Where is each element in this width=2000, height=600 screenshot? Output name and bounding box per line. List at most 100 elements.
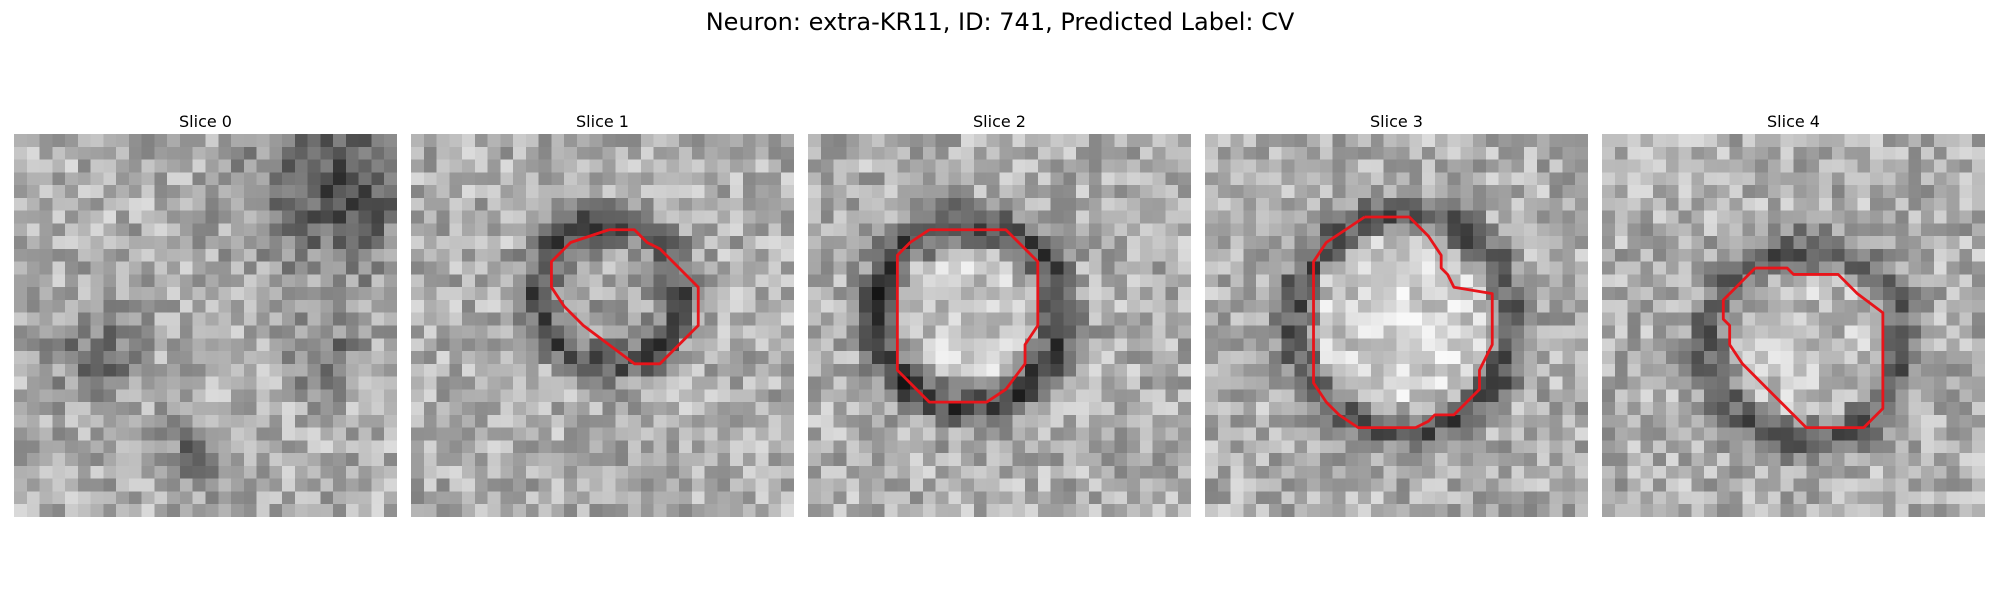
pixel — [1793, 440, 1807, 454]
pixel — [26, 172, 40, 186]
pixel — [128, 274, 142, 288]
pixel — [1614, 363, 1628, 377]
pixel — [1485, 453, 1499, 467]
pixel — [897, 427, 911, 441]
pixel — [39, 197, 53, 211]
pixel — [371, 491, 385, 505]
pixel — [1460, 274, 1474, 288]
pixel — [1665, 478, 1679, 492]
pixel — [1536, 248, 1550, 262]
pixel — [1857, 236, 1871, 250]
pixel — [1524, 338, 1538, 352]
pixel — [781, 146, 794, 160]
pixel — [1485, 261, 1499, 275]
pixel — [1230, 236, 1244, 250]
pixel — [179, 134, 193, 148]
pixel — [717, 414, 731, 428]
pixel — [1076, 427, 1090, 441]
pixel — [333, 159, 347, 173]
pixel — [39, 504, 53, 517]
pixel — [1767, 172, 1781, 186]
pixel — [871, 274, 885, 288]
pixel — [1473, 134, 1487, 148]
pixel — [1294, 248, 1308, 262]
pixel — [449, 440, 463, 454]
pixel — [1704, 491, 1718, 505]
pixel — [1256, 325, 1270, 339]
pixel — [205, 414, 219, 428]
pixel — [1243, 325, 1257, 339]
pixel — [1640, 465, 1654, 479]
pixel — [730, 236, 744, 250]
pixel — [1101, 414, 1115, 428]
pixel — [1063, 491, 1077, 505]
pixel — [345, 159, 359, 173]
pixel — [411, 146, 425, 160]
pixel — [846, 338, 860, 352]
pixel — [1819, 172, 1833, 186]
pixel — [320, 261, 334, 275]
pixel — [640, 223, 654, 237]
pixel — [730, 287, 744, 301]
pixel — [192, 134, 206, 148]
pixel — [922, 146, 936, 160]
pixel — [1857, 325, 1871, 339]
pixel — [666, 465, 680, 479]
pixel — [77, 376, 91, 390]
pixel — [487, 453, 501, 467]
pixel — [538, 465, 552, 479]
pixel — [628, 363, 642, 377]
pixel — [487, 325, 501, 339]
pixel — [1358, 465, 1372, 479]
pixel — [384, 248, 397, 262]
pixel — [1447, 389, 1461, 403]
pixel — [1076, 261, 1090, 275]
pixel — [615, 261, 629, 275]
pixel — [1511, 312, 1525, 326]
pixel — [768, 223, 782, 237]
pixel — [1012, 197, 1026, 211]
pixel — [1230, 389, 1244, 403]
pixel — [1511, 402, 1525, 416]
pixel — [1767, 453, 1781, 467]
pixel — [1806, 453, 1820, 467]
pixel — [77, 261, 91, 275]
pixel — [1780, 197, 1794, 211]
pixel — [307, 325, 321, 339]
pixel — [679, 389, 693, 403]
pixel — [1396, 440, 1410, 454]
pixel — [1281, 376, 1295, 390]
pixel — [640, 261, 654, 275]
pixel — [294, 427, 308, 441]
pixel — [1602, 172, 1616, 186]
pixel — [320, 197, 334, 211]
pixel — [1946, 363, 1960, 377]
pixel — [1716, 146, 1730, 160]
pixel — [436, 389, 450, 403]
pixel — [1536, 363, 1550, 377]
pixel — [1217, 172, 1231, 186]
pixel — [14, 363, 28, 377]
pixel — [1294, 210, 1308, 224]
pixel — [1767, 274, 1781, 288]
pixel — [730, 338, 744, 352]
pixel — [1933, 363, 1947, 377]
pixel — [218, 440, 232, 454]
pixel — [333, 210, 347, 224]
pixel — [717, 236, 731, 250]
pixel — [1729, 453, 1743, 467]
pixel — [1562, 236, 1576, 250]
pixel — [602, 453, 616, 467]
pixel — [1101, 185, 1115, 199]
pixel — [1063, 312, 1077, 326]
pixel — [500, 210, 514, 224]
pixel — [1793, 236, 1807, 250]
pixel — [704, 236, 718, 250]
pixel — [1806, 146, 1820, 160]
pixel — [1230, 299, 1244, 313]
pixel — [449, 363, 463, 377]
pixel — [179, 440, 193, 454]
pixel — [1767, 376, 1781, 390]
pixel — [167, 338, 181, 352]
pixel — [320, 146, 334, 160]
